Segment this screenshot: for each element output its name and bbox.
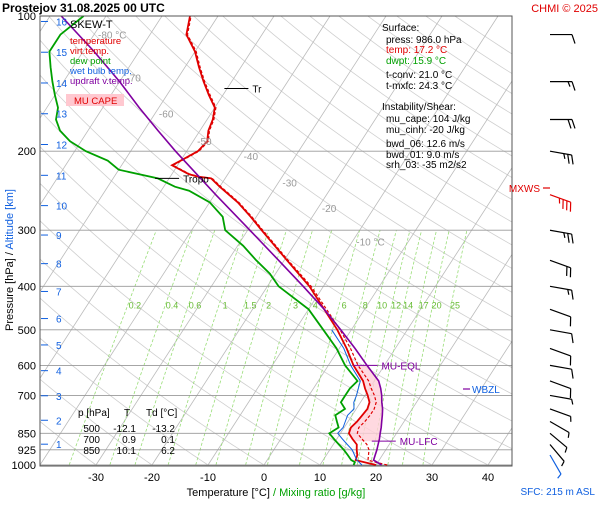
surface-temp: temp: 17.2 °C: [386, 45, 447, 56]
level-label: Tr: [252, 84, 262, 95]
pressure-tick-label: 300: [18, 225, 36, 237]
altitude-tick-label: 2: [56, 416, 62, 427]
surface-tmxfc: t-mxfc: 24.3 °C: [386, 81, 452, 92]
temperature-tick-label: 40: [482, 472, 494, 484]
isotherm-label: -50: [197, 137, 212, 148]
y-axis-title: Pressure [hPa] / Altitude [km]: [4, 189, 16, 331]
instability-bwd06: bwd_06: 12.6 m/s: [386, 139, 465, 150]
level-label: MU-LFC: [400, 437, 438, 448]
mixing-ratio-label: 4: [313, 300, 318, 310]
pressure-tick-label: 500: [18, 325, 36, 337]
altitude-tick-label: 7: [56, 287, 62, 298]
altitude-tick-label: 12: [56, 140, 68, 151]
x-axis-title-temp: Temperature [°C]: [187, 487, 273, 499]
mixing-ratio-label: 6: [342, 300, 347, 310]
altitude-tick-label: 13: [56, 110, 68, 121]
mu-cape-label: MU CAPE: [74, 96, 117, 107]
altitude-tick-label: 6: [56, 315, 62, 326]
pressure-tick-label: 200: [18, 146, 36, 158]
level-label: MU-EQL: [382, 361, 421, 372]
surface-tconv: t-conv: 21.0 °C: [386, 70, 452, 81]
mixing-ratio-label: 8: [363, 300, 368, 310]
mixing-ratio-label: 0.6: [189, 300, 202, 310]
table-cell-t: -12.1: [113, 424, 136, 435]
temperature-tick-label: 10: [314, 472, 326, 484]
altitude-tick-label: 8: [56, 260, 62, 271]
altitude-tick-label: 11: [56, 171, 67, 182]
pressure-tick-label: 850: [18, 428, 36, 440]
wbzl-label: WBZL: [472, 385, 500, 396]
temperature-tick-label: 30: [426, 472, 438, 484]
altitude-tick-label: 1: [56, 440, 62, 451]
temperature-tick-label: -10: [200, 472, 216, 484]
surface-dwpt: dwpt: 15.9 °C: [386, 56, 446, 67]
table-header-t: T: [124, 408, 130, 419]
isotherm-label: -30: [282, 179, 297, 190]
pressure-tick-label: 100: [18, 11, 36, 23]
temperature-tick-label: -30: [88, 472, 104, 484]
mixing-ratio-label: 0.4: [166, 300, 179, 310]
altitude-tick-label: 16: [56, 17, 68, 28]
mixing-ratio-label: 10: [377, 300, 387, 310]
altitude-tick-label: 4: [56, 367, 62, 378]
legend-entry: updraft v.temp.: [70, 76, 133, 87]
temperature-tick-label: 20: [370, 472, 382, 484]
table-cell-p: 700: [83, 435, 100, 446]
y-axis-title-altitude: Altitude [km]: [4, 189, 16, 250]
instability-mu-cinh: mu_cinh: -20 J/kg: [386, 125, 465, 136]
altitude-tick-label: 10: [56, 202, 68, 213]
sfc-label: SFC: 215 m ASL: [521, 487, 596, 498]
altitude-tick-label: 3: [56, 392, 62, 403]
y-axis-title-pressure: Pressure [hPa]: [4, 255, 16, 331]
mxws-label: MXWS: [509, 184, 540, 195]
instability-mu-cape: mu_cape: 104 J/kg: [386, 114, 471, 125]
mixing-ratio-label: 3: [293, 300, 298, 310]
table-header-p: p [hPa]: [78, 408, 110, 419]
mixing-ratio-label: 1: [223, 300, 228, 310]
wind-barb-half: [568, 432, 569, 437]
mixing-ratio-label: 17: [419, 300, 429, 310]
mixing-ratio-label: 20: [432, 300, 442, 310]
surface-title: Surface:: [382, 23, 419, 34]
level-label: Tropo: [183, 174, 209, 185]
table-header-td: Td [°C]: [146, 408, 177, 419]
altitude-tick-label: 9: [56, 231, 62, 242]
mixing-ratio-label: 1.5: [244, 300, 257, 310]
mixing-ratio-label: 25: [450, 300, 460, 310]
altitude-tick-label: 5: [56, 341, 62, 352]
isotherm-label: -40: [244, 152, 259, 163]
isotherm-label: -20: [322, 204, 337, 215]
pressure-tick-label: 600: [18, 360, 36, 372]
x-axis-title-mix: Mixing ratio [g/kg]: [279, 487, 365, 499]
mixing-ratio-label: 14: [403, 300, 413, 310]
temperature-tick-label: 0: [261, 472, 267, 484]
pressure-tick-label: 400: [18, 281, 36, 293]
x-axis-title: Temperature [°C] / Mixing ratio [g/kg]: [187, 487, 366, 499]
table-cell-td: 6.2: [161, 446, 175, 457]
table-cell-p: 850: [83, 446, 100, 457]
table-cell-t: 0.9: [122, 435, 136, 446]
table-cell-td: 0.1: [161, 435, 175, 446]
legend-title: SKEW-T: [70, 19, 113, 31]
copyright-label: CHMI © 2025: [531, 3, 598, 15]
mixing-ratio-label: 0.2: [129, 300, 142, 310]
instability-title: Instability/Shear:: [382, 102, 456, 113]
mixing-ratio-label: 2: [266, 300, 271, 310]
instability-srh03: srh_03: -35 m2/s2: [386, 160, 467, 171]
isotherm-label: -10 °C: [356, 238, 384, 249]
table-cell-p: 500: [83, 424, 100, 435]
pressure-tick-label: 700: [18, 390, 36, 402]
altitude-tick-label: 14: [56, 79, 68, 90]
temperature-tick-label: -20: [144, 472, 160, 484]
mixing-ratio-label: 12: [391, 300, 401, 310]
pressure-tick-label: 925: [18, 445, 36, 457]
pressure-tick-label: 1000: [12, 460, 36, 472]
table-cell-td: -13.2: [152, 424, 175, 435]
altitude-tick-label: 15: [56, 48, 68, 59]
table-cell-t: 10.1: [117, 446, 137, 457]
isotherm-label: -60: [159, 110, 174, 121]
